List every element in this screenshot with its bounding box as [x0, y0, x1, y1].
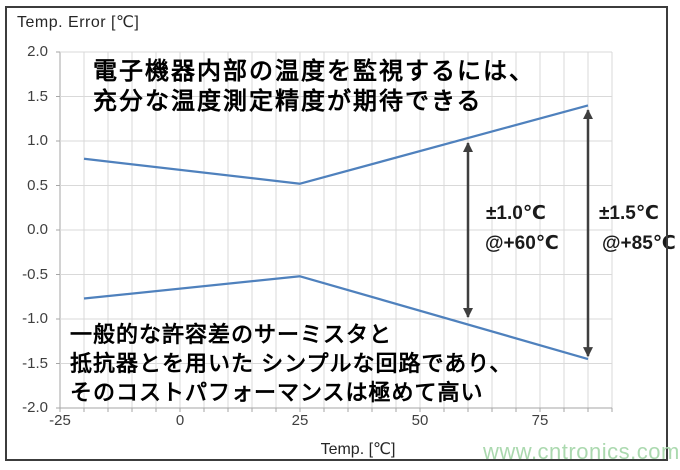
y-tick-label: -0.5: [22, 265, 48, 283]
y-tick-label: 2.0: [27, 43, 48, 60]
y-tick-label: -1.5: [22, 354, 48, 372]
x-tick-label: -25: [49, 412, 71, 429]
annotation-line: 充分な温度測定精度が期待できる: [93, 88, 483, 115]
y-tick-label: -1.0: [22, 310, 48, 327]
annotation-lower: 一般的な許容差のサーミスタと 抵抗器とを用いた シンプルな回路であり、 そのコス…: [70, 320, 512, 407]
arrow-label-at-60: @+60℃: [485, 233, 559, 254]
annotation-line: 電子機器内部の温度を監視するには、: [93, 58, 535, 85]
series-upper-error-bound: [83, 104, 589, 185]
annotation-upper: 電子機器内部の温度を監視するには、 充分な温度測定精度が期待できる: [93, 57, 535, 117]
y-tick-label: -2.0: [22, 399, 48, 416]
x-tick-label: 50: [411, 412, 429, 429]
y-tick-label: 1.5: [27, 87, 48, 105]
arrow-label-tolerance-60: ±1.0℃: [486, 203, 546, 224]
x-tick-label: 75: [531, 412, 549, 429]
arrow-label-tolerance-85: ±1.5℃: [599, 203, 659, 224]
x-tick-label: 25: [291, 412, 309, 429]
arrow-label-at-85: @+85℃: [602, 233, 676, 254]
watermark: www.cntronics.com: [483, 439, 680, 464]
annotation-line: 抵抗器とを用いた シンプルな回路であり、: [70, 351, 513, 376]
y-tick-label: 0.5: [27, 176, 48, 194]
annotation-line: そのコストパフォーマンスは極めて高い: [70, 380, 484, 405]
x-axis-label: Temp. [℃]: [320, 441, 396, 458]
chart-title: Temp. Error [℃]: [17, 14, 140, 31]
y-tick-label: 0.0: [27, 221, 48, 238]
y-tick-label: 1.0: [27, 132, 48, 149]
series-lower-error-bound: [83, 275, 589, 361]
x-tick-label: 0: [175, 412, 185, 429]
annotation-line: 一般的な許容差のサーミスタと: [70, 322, 393, 347]
